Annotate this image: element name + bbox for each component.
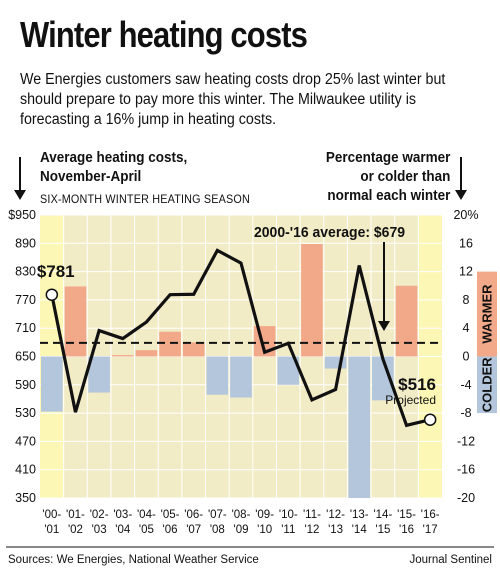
right-axis-title: Percentage warmer or colder than normal … xyxy=(325,148,450,205)
x-tick-label-bottom: '16 xyxy=(399,524,414,536)
colder-bar xyxy=(41,356,63,412)
projected-subtext: Projected xyxy=(385,393,436,407)
left-axis-tick-label: 350 xyxy=(15,491,36,505)
warmer-bar xyxy=(111,355,134,357)
average-arrow-head xyxy=(378,321,390,331)
x-tick-label-bottom: '08 xyxy=(210,524,225,536)
x-tick-label-bottom: '10 xyxy=(257,524,272,536)
x-tick-label-top: '14- xyxy=(373,509,392,521)
left-axis-tick-label: $950 xyxy=(8,208,36,222)
heating-cost-point xyxy=(45,288,59,301)
right-axis-tick-label: -12 xyxy=(457,434,475,448)
x-tick-label-bottom: '05 xyxy=(139,524,154,536)
x-tick-label-bottom: '06 xyxy=(163,524,178,536)
warmer-bar xyxy=(395,285,418,357)
x-tick-label-top: '01- xyxy=(66,509,85,521)
colder-band-label: COLDER xyxy=(480,357,495,413)
projected-value-label: $516 xyxy=(398,375,436,394)
colder-bar xyxy=(88,356,110,393)
credit-note: Journal Sentinel xyxy=(409,554,492,566)
left-axis-tick-label: 470 xyxy=(15,434,36,448)
left-axis-tick-label: 590 xyxy=(15,378,36,392)
warmer-bar xyxy=(135,350,158,357)
colder-band xyxy=(477,356,497,414)
right-axis-tick-label: 0 xyxy=(463,350,470,364)
warmer-band xyxy=(477,271,497,357)
colder-bar xyxy=(277,356,300,385)
left-axis-title: Average heating costs, November-April SI… xyxy=(40,148,250,209)
right-axis-tick-label: -20 xyxy=(457,491,475,505)
right-axis-tick-label: 20% xyxy=(453,208,478,222)
left-axis-tick-label: 710 xyxy=(15,321,36,335)
right-axis-tick-label: -8 xyxy=(460,406,471,420)
left-axis-tick-label: 530 xyxy=(15,406,36,420)
x-tick-label-top: '11- xyxy=(303,509,321,521)
colder-bar xyxy=(206,356,229,395)
left-axis-tick-label: 770 xyxy=(15,293,36,307)
x-tick-label-bottom: '12 xyxy=(304,524,319,536)
warmer-bar xyxy=(301,244,323,357)
x-tick-label-top: '16- xyxy=(421,509,440,521)
colder-bar xyxy=(230,356,252,398)
right-axis-tick-label: -16 xyxy=(457,463,475,477)
x-tick-label-bottom: '03 xyxy=(92,524,107,536)
x-tick-label-bottom: '11 xyxy=(281,524,295,536)
left-header-arrow-head xyxy=(14,190,26,200)
right-axis-tick-label: 16 xyxy=(459,236,473,250)
source-note: Sources: We Energies, National Weather S… xyxy=(8,554,259,566)
right-axis-tick-label: 8 xyxy=(463,293,470,307)
left-axis-tick-label: 410 xyxy=(15,463,36,477)
x-tick-label-top: '15- xyxy=(397,509,416,521)
x-tick-label-top: '09- xyxy=(255,509,274,521)
right-axis-title-line3: normal each winter xyxy=(326,187,450,204)
colder-bar xyxy=(348,356,371,498)
warmer-bar xyxy=(182,342,205,357)
left-axis-tick-label: 650 xyxy=(15,350,36,364)
x-tick-label-bottom: '02 xyxy=(68,524,83,536)
right-axis-tick-label: 12 xyxy=(459,265,473,279)
x-tick-label-top: '08- xyxy=(232,509,251,521)
x-tick-label-top: '10- xyxy=(279,509,298,521)
left-axis-tick-label: 830 xyxy=(15,265,36,279)
x-tick-label-top: '05- xyxy=(161,509,180,521)
left-axis-subtitle: SIX-MONTH WINTER HEATING SEASON xyxy=(40,192,250,206)
x-tick-label-bottom: '07 xyxy=(186,524,201,536)
x-tick-label-top: '07- xyxy=(208,509,227,521)
x-tick-label-bottom: '13 xyxy=(328,524,343,536)
x-tick-label-bottom: '14 xyxy=(352,524,368,536)
start-value-label: $781 xyxy=(37,262,75,281)
x-tick-label-bottom: '01 xyxy=(44,524,59,536)
warmer-band-label: WARMER xyxy=(480,284,495,344)
x-tick-label-bottom: '09 xyxy=(234,524,249,536)
left-axis-title-line2: November-April xyxy=(40,168,142,185)
x-tick-label-top: '02- xyxy=(90,509,109,521)
left-axis-tick-label: 890 xyxy=(15,236,36,250)
chart-title: Winter heating costs xyxy=(20,14,308,55)
x-tick-label-top: '13- xyxy=(350,509,369,521)
average-label: 2000-'16 average: $679 xyxy=(254,224,405,241)
warmer-bar xyxy=(64,286,87,357)
x-tick-label-bottom: '15 xyxy=(375,524,390,536)
x-tick-label-top: '04- xyxy=(137,509,156,521)
x-tick-label-bottom: '17 xyxy=(423,524,438,536)
right-axis-tick-label: -4 xyxy=(460,378,471,392)
colder-bar xyxy=(372,356,394,401)
x-tick-label-top: '12- xyxy=(326,509,345,521)
heating-cost-line xyxy=(50,248,431,428)
right-header-arrow-head xyxy=(455,190,467,200)
left-axis-title-line1: Average heating costs, xyxy=(40,149,188,166)
right-axis-title-line2: or colder than xyxy=(359,168,450,185)
right-axis-tick-label: 4 xyxy=(463,321,470,335)
heating-cost-point xyxy=(423,413,437,426)
x-tick-label-top: '06- xyxy=(184,509,203,521)
x-tick-label-top: '00- xyxy=(42,509,61,521)
x-tick-label-bottom: '04 xyxy=(115,524,131,536)
x-tick-label-top: '03- xyxy=(113,509,132,521)
chart-subtitle: We Energies customers saw heating costs … xyxy=(20,71,446,128)
warmer-bar xyxy=(159,331,181,357)
right-axis-title-line1: Percentage warmer xyxy=(325,149,450,166)
